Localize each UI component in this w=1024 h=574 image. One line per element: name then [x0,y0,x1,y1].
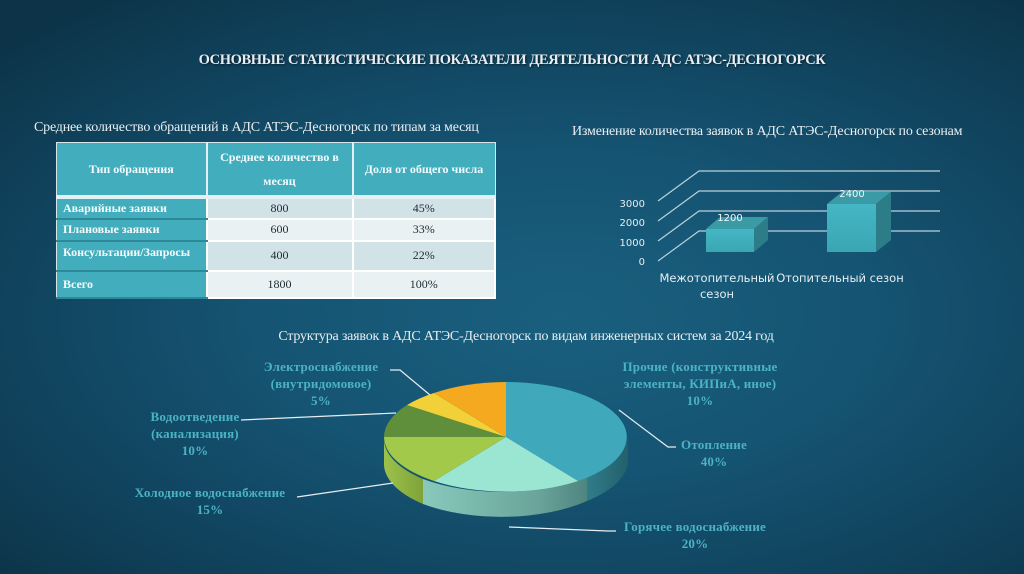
pie-label-heating: Отопление 40% [666,436,762,470]
pie-chart-title: Структура заявок в АДС АТЭС-Десногорск п… [278,329,774,344]
pie-label-line: Прочие (конструктивные [622,359,778,374]
row-avg: 400 [206,240,354,272]
pie-label-line: (канализация) [151,426,239,441]
pie-slices [384,382,627,492]
slice-cold-water [384,437,506,481]
pie-label-line: Электроснабжение [263,359,379,374]
bar-interheating: 1200 [706,213,768,252]
slice-heating [506,382,627,481]
stats-table: Тип обращения Среднее количество в месяц… [56,142,496,299]
header-type: Тип обращения [56,142,208,199]
pie-label-other: Прочие (конструктивные элементы, КИПиА, … [600,358,800,409]
table-row: Аварийные заявки 800 45% [56,196,496,220]
pie-label-hot-water: Горячее водоснабжение 20% [610,518,780,552]
pie-leader-lines [240,369,676,532]
row-share: 22% [352,240,496,272]
bar-heating: 2400 [827,189,891,252]
slice-electricity [407,393,506,437]
bar-value-label: 1200 [717,213,742,224]
bar-y-axis: 0 1000 2000 3000 [620,199,645,268]
row-share: 100% [352,270,496,299]
pie-label-electricity: Электроснабжение (внутридомовое) 5% [246,358,396,409]
y-tick: 1000 [620,238,645,249]
bar-category-label: Межотопительный [659,271,774,285]
slice-sewage [384,405,506,437]
row-type: Консультации/Запросы [56,240,208,272]
bar-chart: 0 1000 2000 3000 1200 2400 Межотопительн… [620,170,940,301]
pie-label-line: Горячее водоснабжение [623,519,767,534]
table-header-row: Тип обращения Среднее количество в месяц… [56,142,495,199]
pie-label-pct: 20% [681,536,709,551]
pie-label-pct: 10% [686,393,714,408]
y-tick: 2000 [620,218,645,229]
pie-label-pct: 15% [196,502,224,517]
pie-label-pct: 40% [700,454,728,469]
row-share: 33% [352,218,496,242]
pie-label-pct: 10% [181,443,209,458]
slice-hot-water [434,437,578,492]
bar-category-label: сезон [700,287,734,301]
y-tick: 3000 [620,199,645,210]
pie-label-line: Холодное водоснабжение [134,485,286,500]
bar-value-label: 2400 [839,189,864,200]
pie-label-line: элементы, КИПиА, иное) [623,376,777,391]
bar-category-label: Отопительный сезон [776,271,903,285]
page-title: ОСНОВНЫЕ СТАТИСТИЧЕСКИЕ ПОКАЗАТЕЛИ ДЕЯТЕ… [198,52,826,68]
pie-label-line: (внутридомовое) [270,376,372,391]
header-share: Доля от общего числа [352,142,495,199]
slice-other [434,382,506,437]
y-tick: 0 [639,257,645,268]
pie-label-line: Отопление [681,437,747,452]
row-type: Аварийные заявки [56,196,208,220]
header-avg: Среднее количество в месяц [206,142,354,199]
table-row-total: Всего 1800 100% [56,270,496,299]
bar-chart-title: Изменение количества заявок в АДС АТЭС-Д… [572,124,963,139]
table-row: Консультации/Запросы 400 22% [56,240,496,272]
row-avg: 600 [206,218,354,242]
table-row: Плановые заявки 600 33% [56,218,496,242]
pie-sides [383,437,628,517]
row-type: Плановые заявки [56,218,208,242]
row-type: Всего [56,270,208,299]
pie-label-cold-water: Холодное водоснабжение 15% [120,484,300,518]
row-share: 45% [352,196,496,220]
pie-label-sewage: Водоотведение (канализация) 10% [130,408,260,459]
pie-label-pct: 5% [311,393,331,408]
pie-label-line: Водоотведение [150,409,240,424]
row-avg: 1800 [206,270,354,299]
row-avg: 800 [206,196,354,220]
table-title: Среднее количество обращений в АДС АТЭС-… [34,120,479,135]
